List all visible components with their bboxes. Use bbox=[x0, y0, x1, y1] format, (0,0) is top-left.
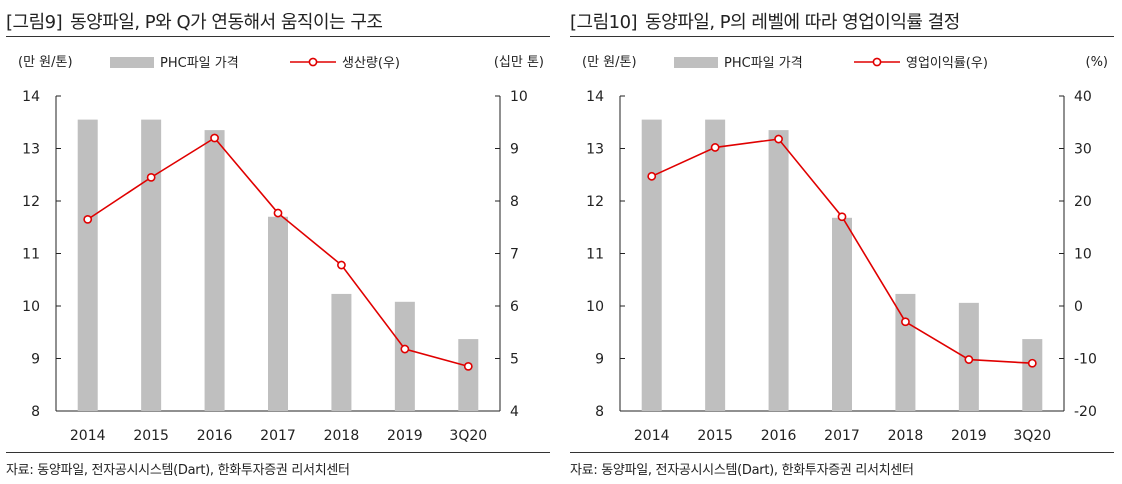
x-axis-tick-label: 2015 bbox=[697, 428, 733, 444]
x-axis-tick-label: 2017 bbox=[824, 428, 860, 444]
figure-9-label: [그림9] bbox=[6, 12, 63, 33]
x-axis-tick-label: 2017 bbox=[260, 428, 296, 444]
right-axis-unit: (십만 톤) bbox=[494, 55, 544, 70]
figure-9-title-text: 동양파일, P와 Q가 연동해서 움직이는 구조 bbox=[70, 12, 383, 33]
figure-10-source: 자료: 동양파일, 전자공시시스템(Dart), 한화투자증권 리서치센터 bbox=[570, 463, 914, 478]
right-axis-tick-label: -20 bbox=[1074, 404, 1097, 420]
right-axis-tick-label: 7 bbox=[510, 247, 519, 263]
price-bar-2015 bbox=[705, 119, 726, 411]
line-point-2017 bbox=[837, 212, 847, 222]
right-axis-tick-label: 10 bbox=[1074, 247, 1092, 263]
legend-bar-swatch bbox=[674, 57, 718, 68]
line-point-3q20 bbox=[463, 361, 473, 371]
x-axis-tick-label: 2015 bbox=[133, 428, 169, 444]
left-axis-tick-label: 14 bbox=[22, 89, 40, 105]
left-axis-tick-label: 12 bbox=[586, 194, 604, 210]
legend-bar-swatch bbox=[110, 57, 154, 68]
figure-10-chart: (만 원/톤) (%) PHC파일 가격 영업이익률(우) 8 9 10 11 12 13 14 -2… bbox=[582, 55, 1109, 444]
price-bar-2018 bbox=[895, 293, 916, 411]
x-axis-tick-label: 2016 bbox=[197, 428, 233, 444]
line-point-2014 bbox=[647, 171, 657, 181]
left-axis-unit: (만 원/톤) bbox=[582, 55, 637, 70]
left-axis-tick-label: 10 bbox=[22, 299, 40, 315]
line-point-2016 bbox=[774, 134, 783, 144]
left-axis-tick-label: 9 bbox=[595, 352, 604, 368]
price-bar-2017 bbox=[832, 217, 852, 411]
line-point-2015 bbox=[146, 172, 156, 182]
left-axis-tick-label: 11 bbox=[22, 247, 40, 263]
x-axis-tick-label: 2018 bbox=[888, 428, 924, 444]
left-axis-tick-label: 13 bbox=[586, 142, 604, 158]
line-point-2017 bbox=[273, 208, 283, 218]
price-bar-2017 bbox=[268, 216, 288, 411]
x-axis-tick-label: 2014 bbox=[634, 428, 670, 444]
right-axis-tick-label: -10 bbox=[1074, 352, 1097, 368]
left-axis-tick-label: 13 bbox=[22, 142, 40, 158]
right-axis-tick-label: 9 bbox=[510, 142, 519, 158]
price-bar-2018 bbox=[331, 293, 352, 411]
line-point-3q20 bbox=[1027, 358, 1037, 368]
x-axis-tick-label: 2019 bbox=[951, 428, 987, 444]
figure-9-chart: (만 원/톤) (십만 톤) PHC파일 가격 생산량(우) 8 9 10 11 12 13 14 4… bbox=[18, 55, 544, 444]
left-axis-tick-label: 11 bbox=[586, 247, 604, 263]
figure-10-title-text: 동양파일, P의 레벨에 따라 영업이익률 결정 bbox=[645, 12, 960, 33]
left-axis-tick-label: 12 bbox=[22, 194, 40, 210]
right-axis-tick-label: 4 bbox=[510, 404, 519, 420]
left-axis-tick-label: 8 bbox=[595, 404, 604, 420]
legend-line-marker bbox=[308, 57, 318, 67]
line-point-2014 bbox=[83, 214, 93, 224]
price-bar-2014 bbox=[641, 119, 662, 411]
right-axis-unit: (%) bbox=[1086, 55, 1109, 70]
figure-10-panel: [그림10] 동양파일, P의 레벨에 따라 영업이익률 결정 (만 원/톤) (%… bbox=[570, 0, 1118, 484]
price-bar-2015 bbox=[141, 119, 162, 411]
line-point-2019 bbox=[964, 355, 974, 364]
left-axis-tick-label: 9 bbox=[31, 352, 40, 368]
figure-9-title: [그림9] 동양파일, P와 Q가 연동해서 움직이는 구조 bbox=[6, 8, 383, 34]
price-bar-2016 bbox=[768, 130, 789, 411]
figure-10-bottom-rule bbox=[570, 452, 1114, 453]
x-axis-tick-label: 2019 bbox=[387, 428, 423, 444]
right-axis-tick-label: 0 bbox=[1074, 299, 1083, 315]
line-point-2016 bbox=[210, 133, 219, 143]
price-bar-2016 bbox=[204, 130, 225, 411]
price-bar-2014 bbox=[77, 119, 98, 411]
x-axis-tick-label: 2016 bbox=[761, 428, 797, 444]
line-point-2015 bbox=[710, 143, 720, 152]
figure-9-bottom-rule bbox=[6, 452, 550, 453]
line-point-2019 bbox=[400, 344, 410, 354]
legend-line-marker bbox=[872, 57, 882, 67]
legend-line-label: 생산량(우) bbox=[342, 56, 400, 71]
line-point-2018 bbox=[901, 317, 910, 327]
price-bar-3q20 bbox=[458, 339, 479, 411]
figure-10-label: [그림10] bbox=[570, 12, 638, 33]
left-axis-tick-label: 14 bbox=[586, 89, 604, 105]
price-bar-2019 bbox=[394, 301, 415, 411]
figure-9-source: 자료: 동양파일, 전자공시시스템(Dart), 한화투자증권 리서치센터 bbox=[6, 463, 350, 478]
left-axis-tick-label: 10 bbox=[586, 299, 604, 315]
legend-bar-label: PHC파일 가격 bbox=[160, 56, 239, 71]
figure-9-panel: [그림9] 동양파일, P와 Q가 연동해서 움직이는 구조 (만 원/톤) (십만… bbox=[6, 0, 554, 484]
right-axis-tick-label: 20 bbox=[1074, 194, 1092, 210]
right-axis-tick-label: 40 bbox=[1074, 89, 1092, 105]
legend-line-label: 영업이익률(우) bbox=[906, 56, 988, 71]
figure-9-top-rule bbox=[6, 36, 550, 37]
x-axis-tick-label: 3Q20 bbox=[1013, 428, 1051, 444]
figure-10-title: [그림10] 동양파일, P의 레벨에 따라 영업이익률 결정 bbox=[570, 8, 960, 34]
price-bar-3q20 bbox=[1022, 339, 1043, 411]
left-axis-unit: (만 원/톤) bbox=[18, 55, 73, 70]
right-axis-tick-label: 10 bbox=[510, 89, 528, 105]
right-axis-tick-label: 6 bbox=[510, 299, 519, 315]
figure-10-top-rule bbox=[570, 36, 1114, 37]
right-axis-tick-label: 5 bbox=[510, 352, 519, 368]
x-axis-tick-label: 2014 bbox=[70, 428, 106, 444]
right-axis-tick-label: 8 bbox=[510, 194, 519, 210]
legend-bar-label: PHC파일 가격 bbox=[724, 56, 803, 71]
right-axis-tick-label: 30 bbox=[1074, 142, 1092, 158]
left-axis-tick-label: 8 bbox=[31, 404, 40, 420]
x-axis-tick-label: 2018 bbox=[324, 428, 360, 444]
line-point-2018 bbox=[337, 260, 346, 270]
x-axis-tick-label: 3Q20 bbox=[449, 428, 487, 444]
